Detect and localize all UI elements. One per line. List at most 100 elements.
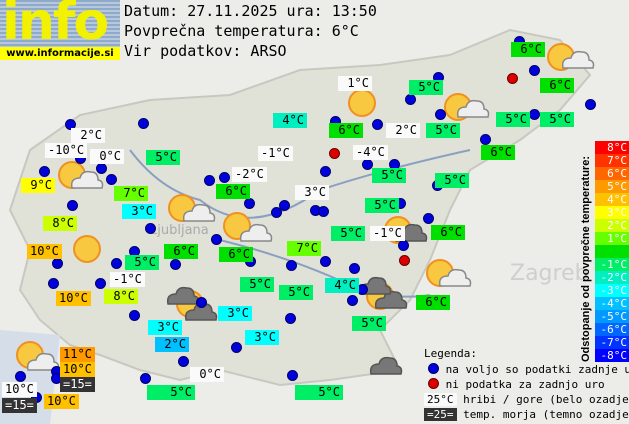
station-dot[interactable] xyxy=(39,166,50,177)
station-dot[interactable] xyxy=(286,260,297,271)
station-dot[interactable] xyxy=(170,259,181,270)
temperature-label: 5°C xyxy=(540,112,574,127)
temperature-label: 0°C xyxy=(90,149,124,164)
station-dot[interactable] xyxy=(320,166,331,177)
station-dot[interactable] xyxy=(96,163,107,174)
station-dot[interactable] xyxy=(15,371,26,382)
scale-step: -2°C xyxy=(595,271,629,284)
station-dot[interactable] xyxy=(196,297,207,308)
temperature-label: 6°C xyxy=(329,123,363,138)
temperature-label: 5°C xyxy=(295,385,343,400)
temperature-label: -2°C xyxy=(232,167,267,182)
station-dot[interactable] xyxy=(398,240,409,251)
station-dot[interactable] xyxy=(285,313,296,324)
temperature-label: 10°C xyxy=(2,382,37,397)
station-dot[interactable] xyxy=(52,258,63,269)
temperature-label: 4°C xyxy=(273,113,307,128)
scale-step: 7°C xyxy=(595,154,629,167)
temperature-label: 3°C xyxy=(148,320,182,335)
temperature-label: 5°C xyxy=(365,198,399,213)
station-dot[interactable] xyxy=(585,99,596,110)
station-dot[interactable] xyxy=(529,109,540,120)
scale-step: 8°C xyxy=(595,141,629,154)
partly-cloudy-icon xyxy=(16,341,60,371)
station-dot[interactable] xyxy=(95,278,106,289)
station-dot[interactable] xyxy=(347,295,358,306)
station-dot[interactable] xyxy=(140,373,151,384)
scale-step: -6°C xyxy=(595,323,629,336)
station-dot[interactable] xyxy=(320,256,331,267)
station-dot[interactable] xyxy=(178,356,189,367)
temperature-label: 1°C xyxy=(338,76,372,91)
station-dot[interactable] xyxy=(480,134,491,145)
temperature-label: 5°C xyxy=(146,150,180,165)
dark-cloud-icon xyxy=(369,356,403,375)
station-dot[interactable] xyxy=(271,207,282,218)
station-dot[interactable] xyxy=(405,94,416,105)
station-dot[interactable] xyxy=(138,118,149,129)
temperature-label: -4°C xyxy=(353,145,388,160)
temperature-label: 5°C xyxy=(409,80,443,95)
scale-step: -7°C xyxy=(595,336,629,349)
temperature-label: 3°C xyxy=(245,330,279,345)
station-dot[interactable] xyxy=(67,200,78,211)
temperature-label: 2°C xyxy=(155,337,189,352)
station-dot[interactable] xyxy=(129,310,140,321)
temperature-label: 6°C xyxy=(431,225,465,240)
logo[interactable]: info www.informacije.si xyxy=(0,0,120,60)
scale-step: -4°C xyxy=(595,297,629,310)
station-dot[interactable] xyxy=(48,278,59,289)
station-dot[interactable] xyxy=(287,370,298,381)
temperature-label: 8°C xyxy=(104,289,138,304)
average-temperature: Povprečna temperatura: 6°C xyxy=(124,22,359,40)
station-dot[interactable] xyxy=(244,198,255,209)
station-dot[interactable] xyxy=(106,174,117,185)
station-dot[interactable] xyxy=(211,234,222,245)
station-dot[interactable] xyxy=(318,206,329,217)
scale-step: -3°C xyxy=(595,284,629,297)
temperature-label: 5°C xyxy=(496,112,530,127)
temperature-label: 5°C xyxy=(435,173,469,188)
station-dot[interactable] xyxy=(372,119,383,130)
legend-available: na voljo so podatki zadnje ure xyxy=(428,363,629,378)
data-source: Vir podatkov: ARSO xyxy=(124,42,287,60)
date-time: Datum: 27.11.2025 ura: 13:50 xyxy=(124,2,377,20)
scale-step: 6°C xyxy=(595,167,629,180)
temperature-label: 6°C xyxy=(540,78,574,93)
station-dot[interactable] xyxy=(231,342,242,353)
station-no-data-dot[interactable] xyxy=(329,148,340,159)
station-dot[interactable] xyxy=(145,223,156,234)
station-dot[interactable] xyxy=(219,172,230,183)
station-dot[interactable] xyxy=(423,213,434,224)
legend-mountain-text: hribi / gore (belo ozadje) xyxy=(463,393,629,406)
legend-mountain-sample: 25°C xyxy=(424,393,457,406)
logo-url[interactable]: www.informacije.si xyxy=(0,47,120,60)
temperature-label: 2°C xyxy=(71,128,105,143)
legend-sea-sample: =25= xyxy=(424,408,457,421)
temperature-label: 5°C xyxy=(426,123,460,138)
station-no-data-dot[interactable] xyxy=(507,73,518,84)
scale-step: 3°C xyxy=(595,206,629,219)
scale-title: Odstopanje od povprečne temperature: xyxy=(580,156,592,362)
station-dot[interactable] xyxy=(435,109,446,120)
temperature-label: -1°C xyxy=(370,226,405,241)
city-label-zagreb: Zagreb xyxy=(510,261,589,286)
station-dot[interactable] xyxy=(111,258,122,269)
station-dot[interactable] xyxy=(65,119,76,130)
legend-title: Legenda: xyxy=(424,347,477,360)
scale-step: 1°C xyxy=(595,232,629,245)
scale-step: 2°C xyxy=(595,219,629,232)
station-dot[interactable] xyxy=(349,263,360,274)
sun-cloudy-icon xyxy=(166,286,218,321)
temperature-label: 10°C xyxy=(56,291,91,306)
temperature-label: 6°C xyxy=(511,42,545,57)
station-dot[interactable] xyxy=(279,200,290,211)
temperature-label: 10°C xyxy=(27,244,62,259)
station-no-data-dot[interactable] xyxy=(399,255,410,266)
scale-step: 4°C xyxy=(595,193,629,206)
station-dot[interactable] xyxy=(529,65,540,76)
partly-cloudy-icon xyxy=(444,93,490,121)
partly-cloudy-icon xyxy=(426,259,472,287)
station-dot[interactable] xyxy=(204,175,215,186)
temperature-label: 5°C xyxy=(125,255,159,270)
